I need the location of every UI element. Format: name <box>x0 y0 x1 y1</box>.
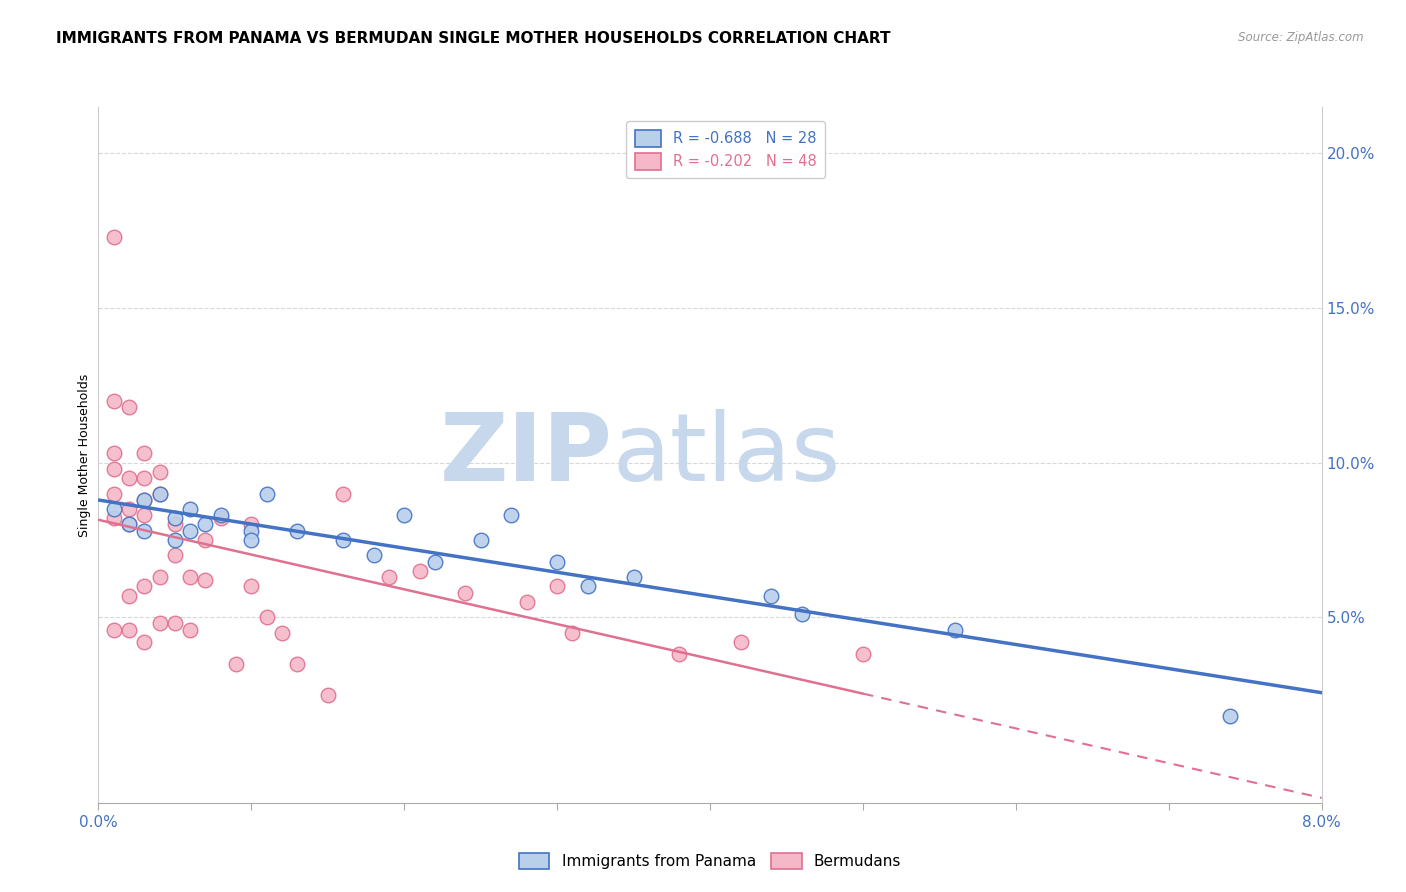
Point <box>516 595 538 609</box>
Point <box>316 688 339 702</box>
Point <box>103 393 125 408</box>
Point <box>118 471 141 485</box>
Point <box>134 471 156 485</box>
Point <box>225 657 247 671</box>
Point <box>103 502 125 516</box>
Point <box>501 508 523 523</box>
Text: ZIP: ZIP <box>439 409 612 501</box>
Point <box>103 230 125 244</box>
Point <box>118 589 141 603</box>
Point <box>240 524 263 538</box>
Point <box>240 579 263 593</box>
Text: atlas: atlas <box>612 409 841 501</box>
Point <box>285 657 308 671</box>
Point <box>270 625 294 640</box>
Point <box>423 555 446 569</box>
Point <box>790 607 813 622</box>
Point <box>852 648 875 662</box>
Point <box>194 533 217 547</box>
Point <box>454 585 477 599</box>
Point <box>163 549 186 563</box>
Point <box>134 446 156 460</box>
Text: IMMIGRANTS FROM PANAMA VS BERMUDAN SINGLE MOTHER HOUSEHOLDS CORRELATION CHART: IMMIGRANTS FROM PANAMA VS BERMUDAN SINGL… <box>56 31 891 46</box>
Point <box>179 623 201 637</box>
Text: Source: ZipAtlas.com: Source: ZipAtlas.com <box>1239 31 1364 45</box>
Point <box>118 517 141 532</box>
Point <box>134 524 156 538</box>
Point <box>163 511 186 525</box>
Point <box>149 616 172 631</box>
Point <box>470 533 492 547</box>
Point <box>118 400 141 414</box>
Point <box>332 486 354 500</box>
Point <box>134 508 156 523</box>
Point <box>408 564 430 578</box>
Point <box>546 579 568 593</box>
Point <box>134 492 156 507</box>
Point <box>194 517 217 532</box>
Point <box>561 625 583 640</box>
Point <box>179 570 201 584</box>
Point <box>118 517 141 532</box>
Point <box>103 446 125 460</box>
Point <box>149 486 172 500</box>
Point <box>149 486 172 500</box>
Point <box>363 549 385 563</box>
Point <box>730 635 752 649</box>
Point <box>134 579 156 593</box>
Point <box>163 616 186 631</box>
Point <box>285 524 308 538</box>
Point <box>668 648 690 662</box>
Point <box>103 511 125 525</box>
Point <box>332 533 354 547</box>
Point <box>179 502 201 516</box>
Point <box>149 465 172 479</box>
Point <box>943 623 966 637</box>
Point <box>134 492 156 507</box>
Point <box>240 517 263 532</box>
Point <box>378 570 401 584</box>
Point <box>256 610 278 624</box>
Point <box>163 533 186 547</box>
Point <box>576 579 599 593</box>
Point <box>149 570 172 584</box>
Point <box>118 623 141 637</box>
Point <box>118 502 141 516</box>
Point <box>103 462 125 476</box>
Point <box>759 589 782 603</box>
Point <box>209 508 232 523</box>
Point <box>134 635 156 649</box>
Point <box>1219 709 1241 723</box>
Point <box>194 573 217 587</box>
Point <box>163 517 186 532</box>
Point <box>209 511 232 525</box>
Point <box>256 486 278 500</box>
Point <box>392 508 416 523</box>
Point <box>240 533 263 547</box>
Point <box>623 570 645 584</box>
Point <box>546 555 568 569</box>
Point <box>103 623 125 637</box>
Point <box>103 486 125 500</box>
Point <box>179 524 201 538</box>
Legend: Immigrants from Panama, Bermudans: Immigrants from Panama, Bermudans <box>513 847 907 875</box>
Y-axis label: Single Mother Households: Single Mother Households <box>79 373 91 537</box>
